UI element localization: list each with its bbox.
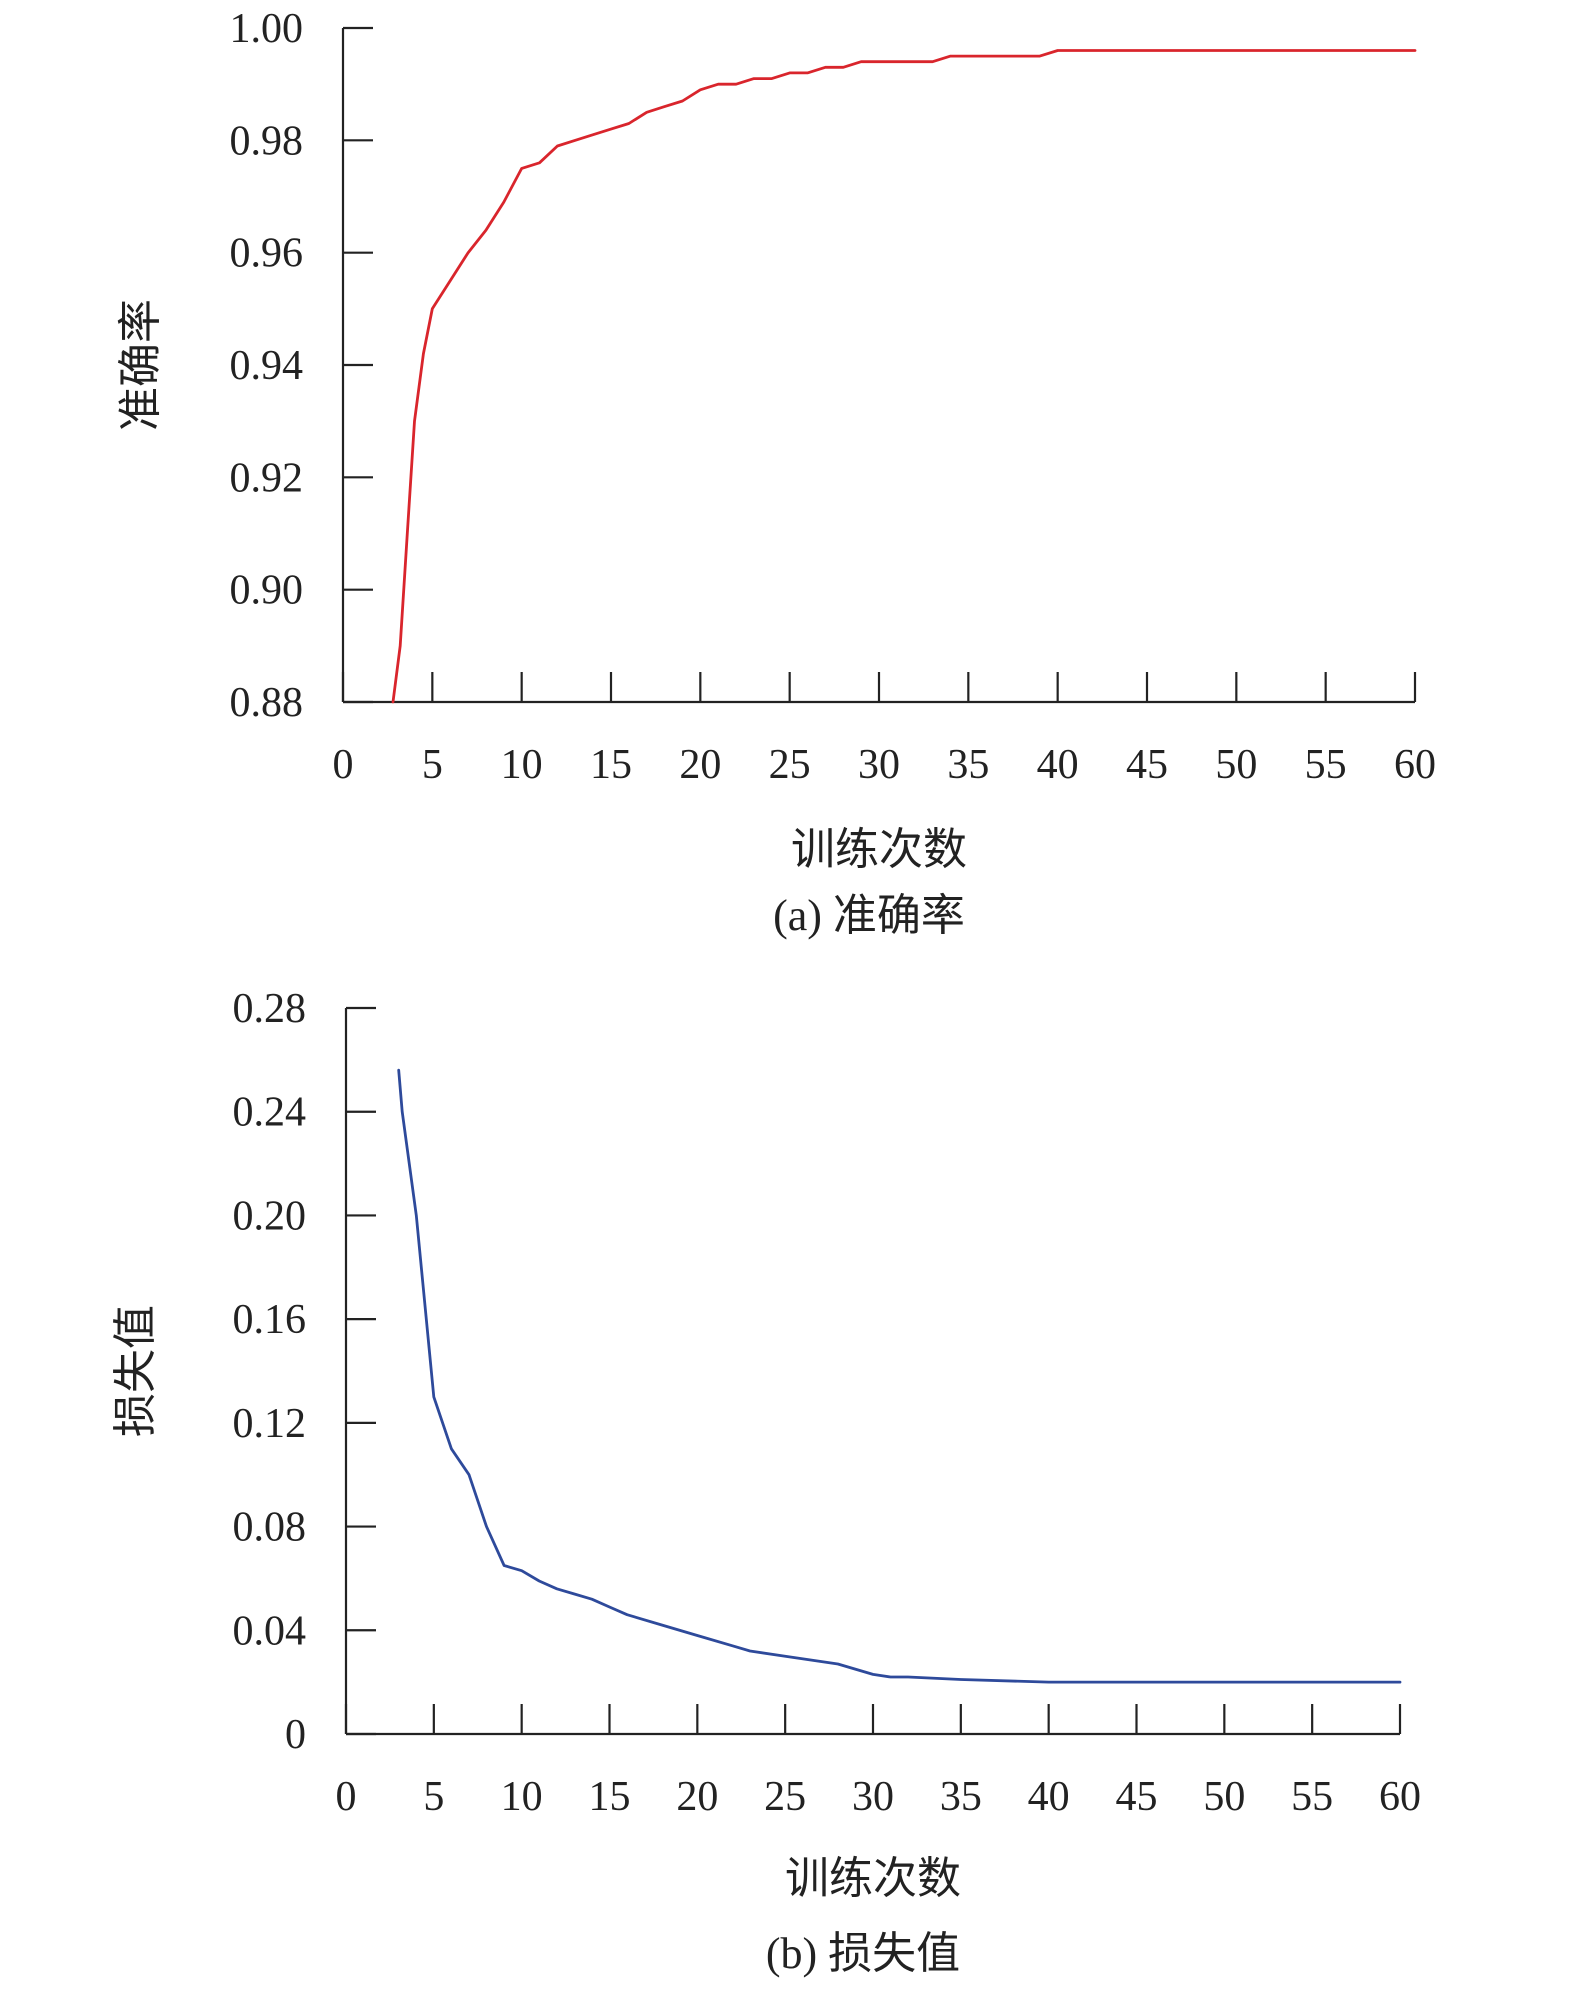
accuracy-caption: (a) 准确率 [773, 891, 965, 940]
loss-x-tick-label: 55 [1291, 1774, 1333, 1820]
loss-x-tick-label: 35 [940, 1774, 982, 1820]
loss-x-tick-label: 30 [852, 1774, 894, 1820]
accuracy-series-line [391, 49, 1417, 704]
accuracy-y-tick-label: 0.96 [230, 231, 304, 277]
loss-x-axis-title: 训练次数 [785, 1854, 961, 1903]
accuracy-x-tick-label: 45 [1126, 742, 1168, 788]
loss-chart: 0 0.04 0.08 0.12 0.16 0.20 0.24 0.28 0 5 10 15 20 25 3… [111, 986, 1421, 1978]
loss-y-tick-label: 0.28 [233, 986, 307, 1032]
accuracy-x-tick-label: 30 [858, 742, 900, 788]
accuracy-x-tick-label: 10 [501, 742, 543, 788]
loss-y-tick-label: 0.16 [233, 1297, 307, 1343]
accuracy-y-tick-label: 0.94 [230, 343, 304, 389]
loss-x-tick-label: 50 [1203, 1774, 1245, 1820]
loss-y-tick-label: 0 [285, 1712, 306, 1758]
accuracy-x-tick-label: 25 [769, 742, 811, 788]
accuracy-y-tick-label: 0.88 [230, 680, 304, 726]
loss-x-tick-label: 60 [1379, 1774, 1421, 1820]
loss-x-tick-label: 10 [501, 1774, 543, 1820]
loss-x-tick-label: 15 [589, 1774, 631, 1820]
loss-y-axis-title: 损失值 [111, 1305, 160, 1437]
loss-x-tick-label: 0 [336, 1774, 357, 1820]
loss-x-tick-label: 40 [1028, 1774, 1070, 1820]
accuracy-x-tick-label: 55 [1305, 742, 1347, 788]
accuracy-y-tick-label: 0.90 [230, 568, 304, 614]
accuracy-y-axis-title: 准确率 [116, 299, 165, 431]
accuracy-x-axis-title: 训练次数 [791, 825, 967, 874]
loss-x-tick-label: 5 [423, 1774, 444, 1820]
loss-y-tick-label: 0.12 [233, 1401, 307, 1447]
accuracy-x-tick-label: 20 [679, 742, 721, 788]
accuracy-x-tick-label: 5 [422, 742, 443, 788]
accuracy-x-tick-label: 60 [1394, 742, 1436, 788]
accuracy-x-tick-label: 15 [590, 742, 632, 788]
loss-y-tick-label: 0.04 [233, 1608, 307, 1654]
accuracy-y-tick-label: 1.00 [230, 6, 304, 52]
loss-x-tick-label: 45 [1116, 1774, 1158, 1820]
accuracy-chart: 0.88 0.90 0.92 0.94 0.96 0.98 1.00 0 5 10 15 20 25 30… [116, 6, 1436, 940]
loss-caption: (b) 损失值 [766, 1929, 960, 1978]
accuracy-y-tick-label: 0.98 [230, 118, 304, 164]
loss-y-tick-label: 0.24 [233, 1090, 307, 1136]
loss-y-tick-label: 0.08 [233, 1505, 307, 1551]
accuracy-x-tick-label: 0 [333, 742, 354, 788]
loss-x-tick-label: 20 [676, 1774, 718, 1820]
accuracy-x-tick-label: 35 [947, 742, 989, 788]
accuracy-y-tick-label: 0.92 [230, 455, 304, 501]
loss-series-line [397, 1068, 1402, 1684]
loss-x-tick-label: 25 [764, 1774, 806, 1820]
accuracy-x-tick-label: 50 [1215, 742, 1257, 788]
accuracy-x-tick-label: 40 [1037, 742, 1079, 788]
loss-y-tick-label: 0.20 [233, 1193, 307, 1239]
